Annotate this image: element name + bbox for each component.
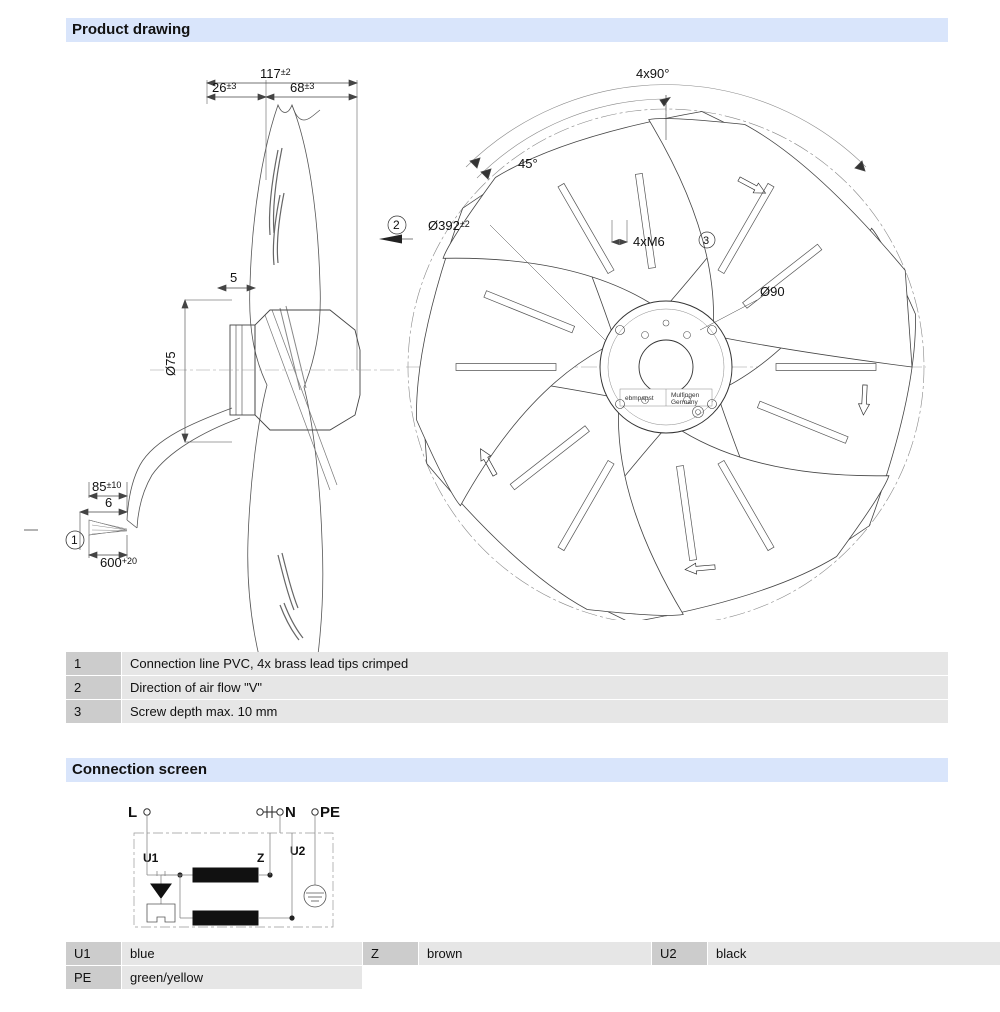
svg-text:N: N: [285, 804, 296, 821]
svg-text:Z: Z: [257, 851, 264, 865]
svg-text:L: L: [128, 804, 137, 821]
svg-text:PE: PE: [320, 804, 340, 821]
svg-text:U1: U1: [143, 851, 159, 865]
